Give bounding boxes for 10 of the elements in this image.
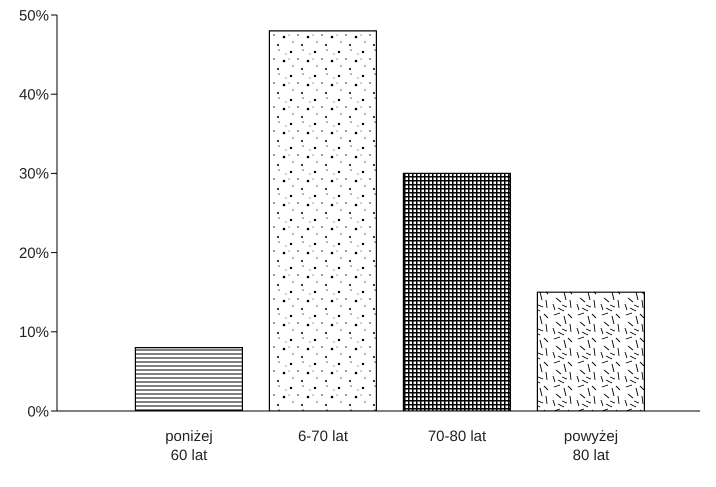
x-tick-label: 70-80 lat: [428, 428, 488, 445]
y-tick-label: 50%: [18, 7, 49, 24]
y-tick-label: 10%: [18, 324, 49, 342]
x-tick-label: poniżej 60 lat: [165, 428, 213, 464]
y-tick-label: 20%: [18, 244, 49, 262]
y-tick-label: 30%: [18, 166, 49, 183]
y-tick-label: 0%: [27, 403, 49, 420]
y-tick-label: 40%: [18, 86, 49, 104]
x-tick-label: 6-70 lat: [298, 428, 349, 445]
x-tick-label: powyżej 80 lat: [564, 428, 618, 464]
